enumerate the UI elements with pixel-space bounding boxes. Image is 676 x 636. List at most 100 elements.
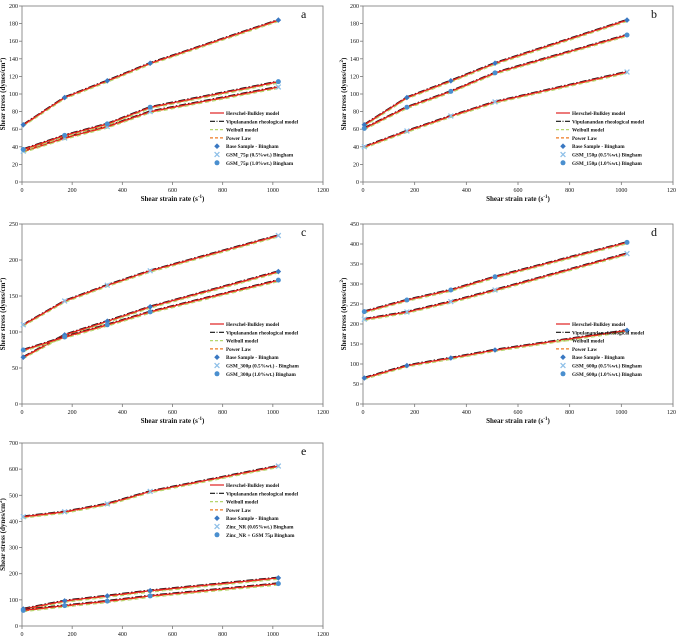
chart-panel-c: 0 200 400 600 800 1000 1200 0 50 100 150 200 250 Shea… bbox=[0, 222, 329, 425]
legend-label: GSM_75μ (1.0%wt.) Bingham bbox=[226, 160, 294, 167]
x-tick-label: 400 bbox=[462, 410, 471, 416]
model-fit-line bbox=[23, 272, 279, 360]
legend-marker-swatch bbox=[560, 371, 566, 377]
legend: Herschel-Bulkley model Vipulanandan rheol… bbox=[210, 483, 299, 539]
y-tick-label: 80 bbox=[12, 110, 18, 116]
y-tick-label: 20 bbox=[353, 162, 359, 168]
legend-label: Weibull model bbox=[226, 500, 259, 506]
x-tick-label: 1200 bbox=[317, 188, 329, 194]
legend-label: GSM_600μ (1.0%wt.) Bingham bbox=[572, 371, 642, 378]
y-tick-label: 100 bbox=[9, 330, 18, 336]
x-tick-label: 600 bbox=[514, 410, 523, 416]
data-point bbox=[147, 267, 154, 274]
y-tick-label: 450 bbox=[350, 222, 359, 228]
legend-label: Weibull model bbox=[572, 339, 605, 345]
legend: Herschel-Bulkley model Vipulanandan rheol… bbox=[556, 322, 645, 378]
series-2 bbox=[20, 581, 281, 613]
data-point bbox=[448, 78, 454, 84]
y-tick-label: 0 bbox=[15, 624, 18, 630]
x-tick-label: 1200 bbox=[317, 410, 329, 416]
x-tick-label: 800 bbox=[565, 410, 574, 416]
legend-label: Herschel-Bulkley model bbox=[226, 322, 280, 328]
data-point bbox=[448, 287, 454, 293]
data-point bbox=[104, 593, 111, 599]
x-tick-label: 200 bbox=[68, 188, 77, 194]
legend-label: Weibull model bbox=[226, 128, 259, 134]
model-fit-line bbox=[23, 271, 279, 359]
y-tick-label: 100 bbox=[9, 598, 18, 604]
chart-panel-a: 0 200 400 600 800 1000 1200 0 20 40 60 80 100 120 140 1… bbox=[0, 4, 329, 203]
panel-label: c bbox=[301, 225, 306, 239]
data-point bbox=[20, 607, 26, 613]
y-tick-label: 200 bbox=[9, 572, 18, 578]
data-point bbox=[404, 362, 410, 369]
x-tick-label: 600 bbox=[168, 188, 177, 194]
model-fit-line bbox=[364, 252, 628, 319]
data-point bbox=[361, 375, 368, 381]
data-point bbox=[104, 322, 110, 328]
legend-marker-swatch bbox=[214, 515, 220, 521]
x-tick-label: 0 bbox=[21, 410, 24, 416]
data-point bbox=[624, 17, 630, 23]
x-tick-label: 200 bbox=[410, 410, 419, 416]
data-point bbox=[62, 132, 68, 138]
x-tick-label: 200 bbox=[410, 188, 419, 194]
y-tick-label: 250 bbox=[9, 222, 18, 228]
data-point bbox=[275, 268, 282, 275]
data-point bbox=[62, 603, 68, 609]
y-tick-label: 180 bbox=[350, 22, 359, 28]
model-fit-line bbox=[363, 20, 628, 127]
x-tick-label: 600 bbox=[168, 410, 177, 416]
legend-marker-swatch bbox=[214, 523, 220, 530]
y-tick-label: 160 bbox=[350, 39, 359, 45]
model-fit-line bbox=[23, 236, 279, 327]
legend: Herschel-Bulkley model Vipulanandan rheol… bbox=[210, 322, 300, 378]
legend-marker-swatch bbox=[560, 354, 566, 360]
y-tick-label: 50 bbox=[12, 366, 18, 372]
data-point bbox=[104, 318, 111, 324]
legend: Herschel-Bulkley model Vipulanandan rheol… bbox=[556, 111, 645, 167]
model-fit-line bbox=[23, 87, 279, 154]
legend-label: Power Law bbox=[572, 136, 597, 142]
data-point bbox=[624, 32, 630, 38]
data-point bbox=[447, 298, 454, 305]
legend-label: GSM_150μ (1.0%wt.) Bingham bbox=[572, 160, 642, 167]
y-tick-label: 500 bbox=[9, 493, 18, 499]
data-point bbox=[61, 298, 68, 304]
data-point bbox=[492, 274, 498, 280]
legend-marker-swatch bbox=[214, 362, 220, 369]
data-point bbox=[104, 78, 111, 84]
x-tick-label: 200 bbox=[68, 632, 77, 636]
data-point bbox=[624, 327, 630, 334]
y-tick-label: 0 bbox=[15, 180, 18, 186]
legend-marker-swatch bbox=[560, 362, 566, 369]
x-tick-label: 0 bbox=[362, 188, 365, 194]
legend-label: GSM_300μ (0.5%wt.) - Bingham bbox=[226, 363, 300, 370]
y-tick-label: 40 bbox=[353, 145, 359, 151]
data-point bbox=[275, 17, 282, 23]
y-tick-label: 140 bbox=[9, 57, 18, 63]
x-tick-label: 600 bbox=[514, 188, 523, 194]
y-tick-label: 300 bbox=[9, 546, 18, 552]
legend-label: Herschel-Bulkley model bbox=[572, 322, 626, 328]
legend-label: Zinc_NR + GSM 75μ Bingham bbox=[226, 533, 295, 539]
legend-label: Power Law bbox=[226, 347, 251, 353]
y-tick-label: 100 bbox=[350, 92, 359, 98]
legend-label: GSM_300μ (1.0%wt.) Bingham bbox=[226, 371, 296, 378]
legend-label: GSM_150μ (0.5%wt.) Bingham bbox=[572, 152, 642, 159]
y-tick-label: 40 bbox=[12, 145, 18, 151]
x-tick-label: 0 bbox=[362, 410, 365, 416]
chart-panel-d: 0 200 400 600 800 1000 1200 0 50 100 150 200 250 300 3… bbox=[340, 222, 676, 425]
data-point bbox=[147, 304, 153, 310]
legend-label: Power Law bbox=[226, 508, 251, 514]
legend-label: Vipulanandan rheological model bbox=[226, 119, 299, 125]
legend-label: GSM_600μ (0.5%wt.) Bingham bbox=[572, 363, 642, 370]
legend-label: Zinc_NR (0.05%wt.) Bingham bbox=[226, 524, 294, 531]
y-tick-label: 0 bbox=[15, 402, 18, 408]
data-point bbox=[20, 122, 27, 128]
data-point bbox=[147, 309, 153, 315]
data-point bbox=[104, 598, 110, 604]
x-tick-label: 1000 bbox=[267, 188, 279, 194]
x-tick-label: 400 bbox=[118, 188, 127, 194]
legend-marker-swatch bbox=[214, 160, 220, 166]
